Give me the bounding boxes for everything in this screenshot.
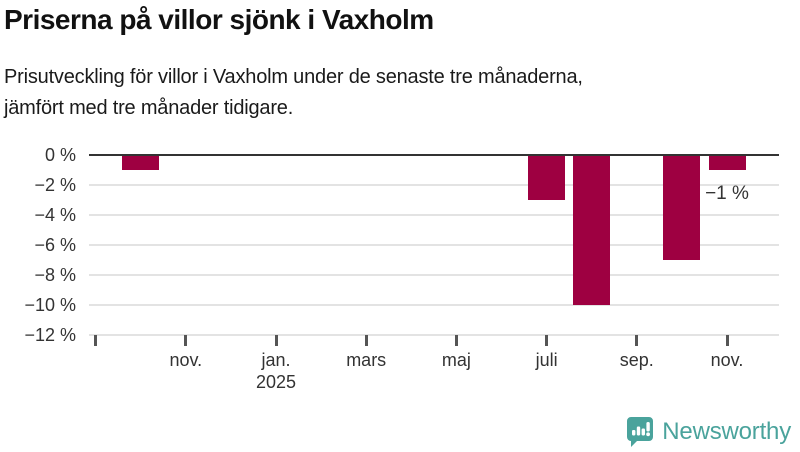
chart-subtitle: Prisutveckling för villor i Vaxholm unde… [4,62,784,124]
page-title: Priserna på villor sjönk i Vaxholm [4,4,434,35]
x-axis-tick [545,335,549,346]
bar [528,155,566,200]
gridline [89,274,779,276]
x-axis-year-label: 2025 [255,372,297,392]
bar [663,155,701,260]
x-axis-tick [184,335,188,346]
y-axis-tick-label: −8 % [34,265,76,285]
bar [122,155,160,170]
speech-bubble-bar-chart-icon [625,416,655,447]
x-axis-tick [94,335,98,346]
x-axis-tick [364,335,368,346]
y-axis-tick-label: −10 % [24,295,76,315]
y-axis-tick-label: −2 % [34,175,76,195]
gridline [89,214,779,216]
gridline [89,334,779,336]
y-axis-tick-label: −6 % [34,235,76,255]
x-axis-tick-label: jan. [261,350,291,370]
x-axis-tick [454,335,458,346]
gridline [89,304,779,306]
x-axis-tick-label: nov. [710,350,744,370]
y-axis-tick-label: 0 % [44,145,76,165]
x-axis-tick-label: sep. [619,350,654,370]
y-axis-tick-label: −4 % [34,205,76,225]
x-axis-tick-label: juli [535,350,558,370]
x-axis-tick-label: nov. [169,350,203,370]
gridline [89,184,779,186]
zero-line [89,154,779,156]
y-axis-tick-label: −12 % [24,325,76,345]
chart-header: Priserna på villor sjönk i Vaxholm Prisu… [4,4,784,124]
bar [573,155,611,305]
newsworthy-logo: Newsworthy [625,416,791,447]
subtitle-line-2: jämfört med tre månader tidigare. [4,97,294,120]
x-axis-tick [725,335,729,346]
gridline [89,244,779,246]
bar-value-label: −1 % [705,183,749,204]
x-axis-tick-label: maj [441,350,471,370]
x-axis-tick [274,335,278,346]
subtitle-line-1: Prisutveckling för villor i Vaxholm unde… [4,66,583,89]
bar [708,155,746,170]
x-axis-tick-label: mars [346,350,387,370]
brand-name: Newsworthy [662,417,791,445]
x-axis-tick [635,335,639,346]
